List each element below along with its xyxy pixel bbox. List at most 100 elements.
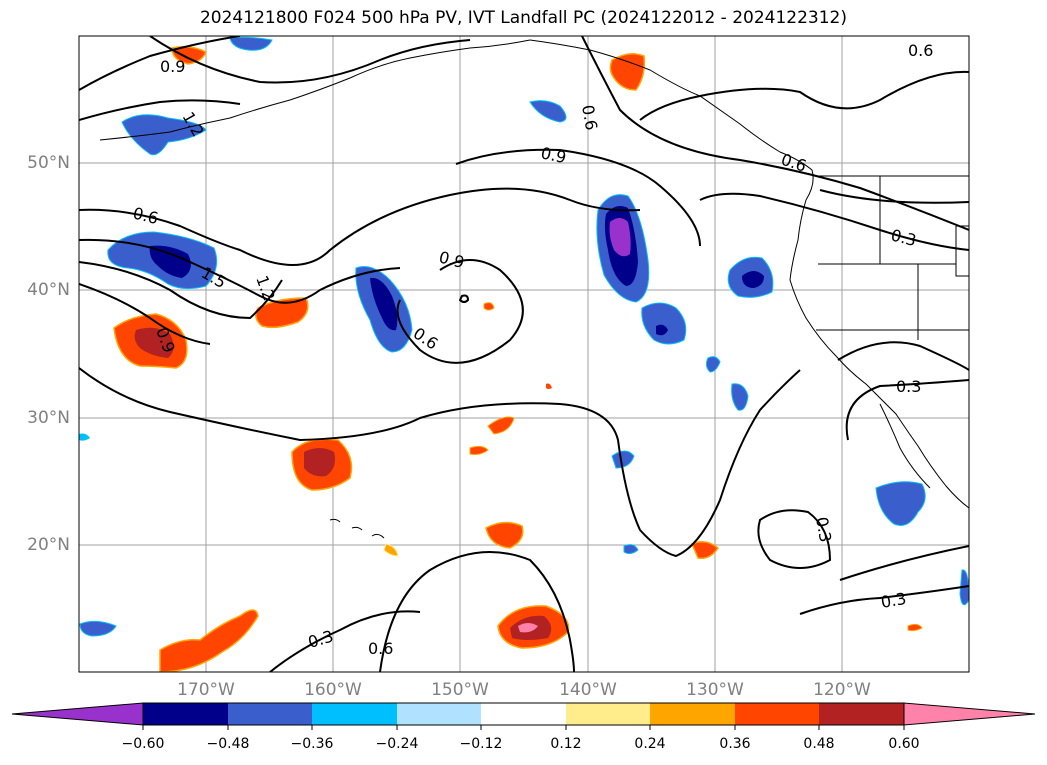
lon-label-160w: 160°W — [304, 680, 362, 700]
contour-09-wave — [79, 238, 401, 304]
hawaii-islands — [329, 518, 385, 539]
pos-anomaly-sw-streak — [159, 609, 259, 672]
neg-anomaly-gulf — [529, 100, 567, 123]
colorbar-segment — [228, 703, 312, 725]
borders — [816, 175, 969, 340]
colorbar-tick-label: 0.12 — [550, 736, 582, 752]
pos-anomaly-tiny-2 — [907, 623, 923, 632]
neg-anomaly-dateline-north — [107, 231, 218, 290]
colorbar-tick-label: −0.60 — [121, 736, 165, 752]
baja-coast — [879, 403, 931, 489]
contour-label: 0.9 — [539, 143, 568, 167]
contour-03-south — [79, 367, 801, 558]
lat-label-30n: 30°N — [27, 408, 70, 428]
pos-anomaly-small-4 — [691, 541, 719, 560]
neg-anomaly-small-1 — [705, 356, 721, 373]
contour-label: 0.3 — [879, 589, 907, 612]
pos-anomaly-north — [171, 45, 207, 65]
contour-12-north — [79, 99, 241, 121]
contour-label: 0.6 — [368, 639, 393, 658]
colorbar-tick-label: 0.48 — [803, 736, 835, 752]
contour-06-upper — [79, 187, 641, 266]
pos-anomaly-tiny-1 — [483, 302, 495, 311]
colorbar-tick-label: −0.48 — [206, 736, 250, 752]
contour-03-california — [837, 341, 969, 371]
colorbar-segment — [481, 703, 566, 725]
us-west-coast — [789, 199, 969, 509]
colorbar-tick-marks — [142, 725, 905, 730]
pos-anomaly-midlat — [255, 297, 309, 329]
graticule — [79, 36, 969, 672]
contour-03-socal — [845, 379, 969, 441]
colorbar — [11, 702, 1036, 730]
contour-06-center — [396, 259, 524, 364]
coastlines — [99, 39, 969, 539]
neg-anomaly-north-pacific — [596, 194, 650, 303]
contour-03-baja — [839, 545, 969, 581]
colorbar-tick-label: −0.24 — [375, 736, 419, 752]
contour-03-south-east — [799, 585, 969, 615]
contour-09-center — [455, 148, 701, 247]
anomaly-patches — [79, 36, 969, 672]
pos-anomaly-dateline — [113, 313, 188, 369]
contour-09-arc — [149, 36, 471, 84]
pos-anomaly-small-1 — [487, 416, 515, 435]
contour-03-loop — [757, 509, 832, 569]
pos-anomaly-alaska — [609, 53, 646, 91]
contour-small-loop — [458, 294, 470, 303]
pos-anomaly-subtropic — [291, 438, 353, 491]
neg-anomaly-small-2 — [731, 383, 749, 411]
neg-anomaly-aleutian — [229, 36, 273, 51]
lon-label-140w: 140°W — [559, 680, 617, 700]
aleutian-coast — [99, 39, 531, 141]
colorbar-segment — [650, 703, 735, 725]
map-frame — [78, 35, 970, 673]
colorbar-tick-label: −0.12 — [459, 736, 503, 752]
colorbar-tick-label: 0.24 — [634, 736, 666, 752]
contour-15-wave — [79, 283, 211, 345]
colorbar-tick-label: −0.36 — [290, 736, 334, 752]
pos-anomaly-south — [497, 605, 570, 649]
state-borders — [818, 176, 969, 340]
map-panel — [79, 36, 969, 672]
colorbar-segment — [143, 703, 228, 725]
colorbar-segment — [312, 703, 397, 725]
lon-label-130w: 130°W — [686, 680, 744, 700]
contour-03-ne — [699, 192, 969, 251]
neg-anomaly-bering — [121, 114, 207, 156]
colorbar-tick-label: 0.36 — [719, 736, 751, 752]
colorbar-segment — [735, 703, 819, 725]
lat-label-50n: 50°N — [27, 153, 70, 173]
pos-anomaly-small-2 — [469, 445, 489, 455]
neg-anomaly-baja — [875, 481, 926, 526]
lat-label-20n: 20°N — [27, 535, 70, 555]
neg-anomaly-small-4 — [623, 544, 639, 555]
pos-anomaly-hawaii — [383, 543, 399, 557]
neg-anomaly-off-oregon — [727, 256, 774, 298]
neg-anomaly-central — [355, 266, 413, 353]
colorbar-segment — [397, 703, 481, 725]
colorbar-frame — [142, 702, 905, 726]
pos-anomaly-tiny-3 — [546, 383, 552, 389]
contour-label: 0.9 — [160, 57, 185, 76]
contour-09-north — [79, 36, 241, 91]
lat-label-40n: 40°N — [27, 280, 70, 300]
lon-label-120w: 120°W — [813, 680, 871, 700]
contour-label: 0.3 — [896, 377, 921, 396]
map-title: 2024121800 F024 500 hPa PV, IVT Landfall… — [199, 8, 847, 28]
contour-06-south — [379, 551, 575, 672]
neg-anomaly-subtropic-east — [641, 302, 687, 345]
neg-anomaly-tiny — [79, 433, 90, 441]
colorbar-segment — [566, 703, 650, 725]
contour-12-wave — [79, 261, 283, 320]
colorbar-segment — [11, 702, 144, 726]
contour-06-coast — [819, 189, 969, 204]
pos-anomaly-small-3 — [485, 521, 524, 549]
alaska-panhandle-coast — [529, 39, 814, 201]
colorbar-segment — [903, 702, 1036, 726]
lon-label-150w: 150°W — [431, 680, 489, 700]
contour-label: 0.6 — [578, 103, 601, 131]
colorbar-tick-label: 0.60 — [888, 736, 920, 752]
contour-label: 0.6 — [908, 41, 933, 60]
